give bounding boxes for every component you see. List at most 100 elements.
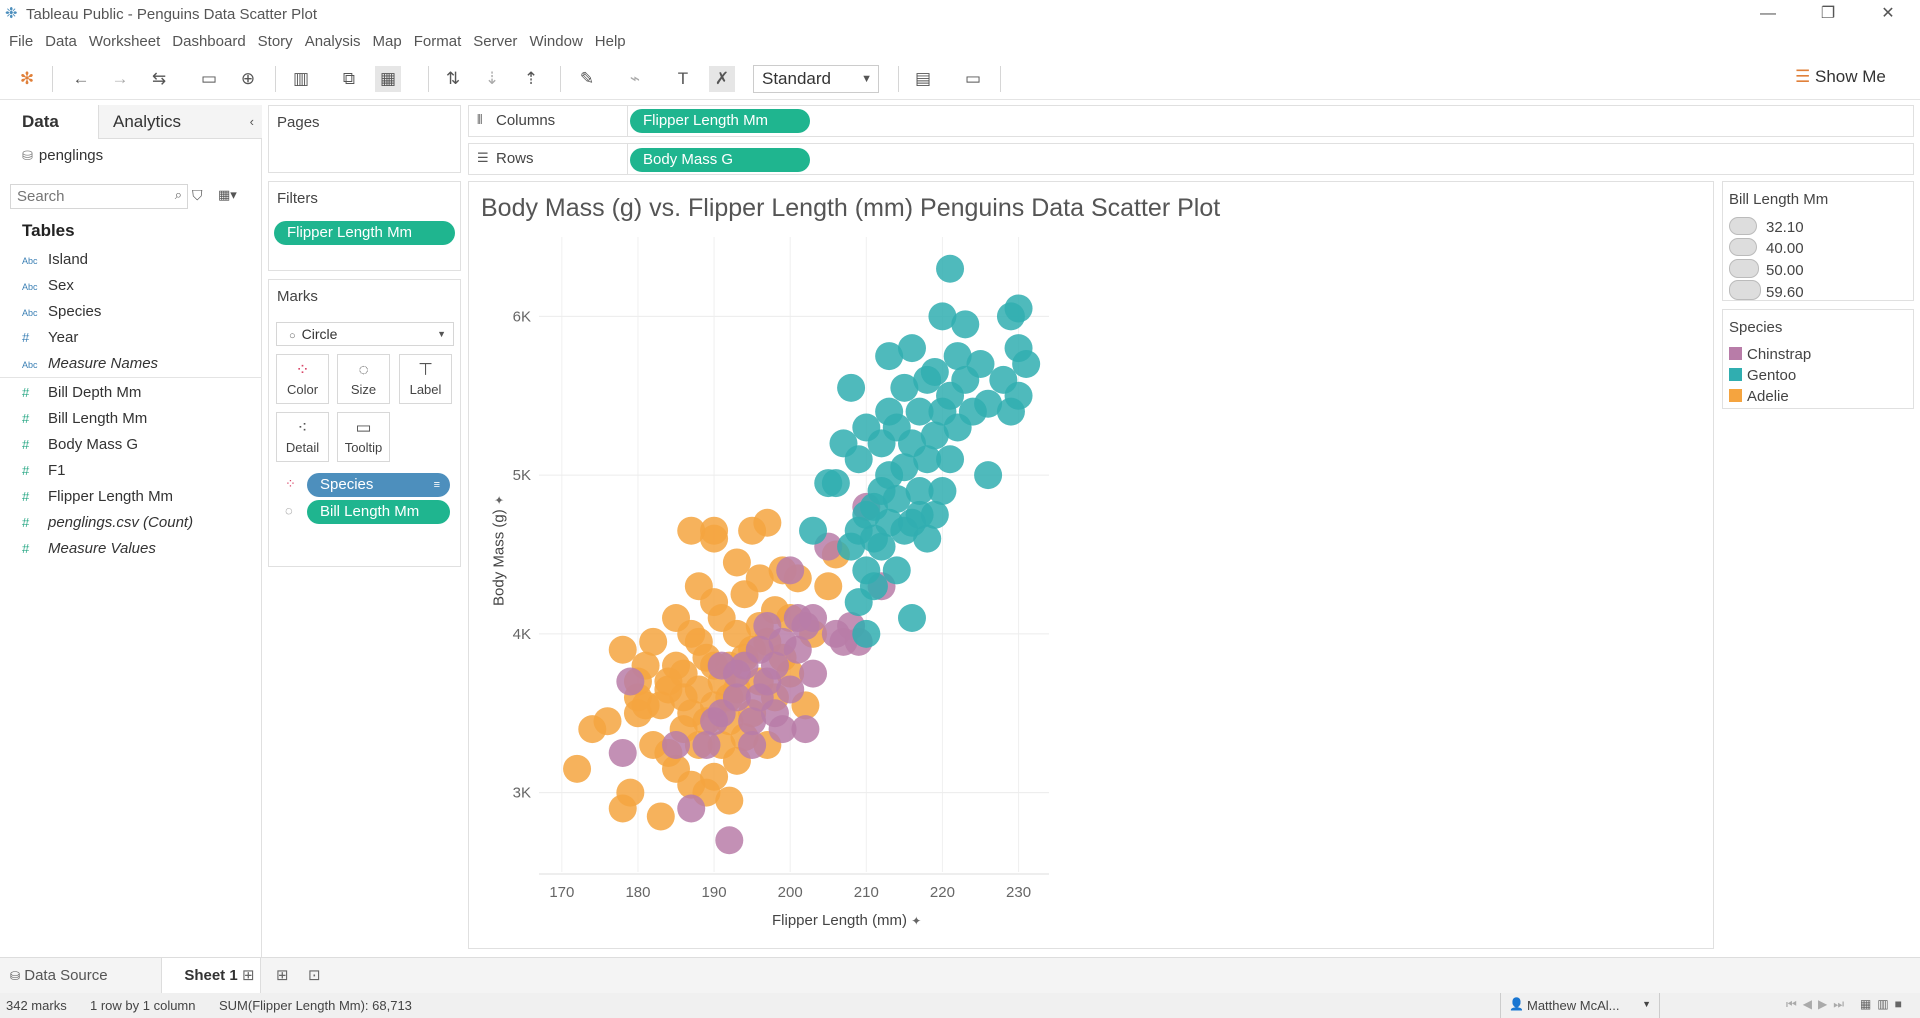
menu-format[interactable]: Format [413,33,462,50]
view-options-icon[interactable]: ▦▾ [218,187,237,202]
replay-icon[interactable]: ⇆ [151,69,167,88]
species-color-pill[interactable]: Species ≡ [307,473,450,497]
tab-data[interactable]: Data [22,112,59,131]
datasource-item[interactable]: ⛁ penglings [22,147,103,164]
legend-item-gentoo[interactable]: Gentoo [1729,367,1796,384]
point-gentoo [974,461,1003,490]
bill-length-size-pill[interactable]: Bill Length Mm [307,500,450,524]
rows-pill-body-mass[interactable]: Body Mass G [630,148,810,172]
point-adelie [684,627,713,656]
point-adelie [753,508,782,537]
collapse-icon[interactable]: ‹ [249,114,254,129]
search-input[interactable] [11,185,161,207]
filter-icon[interactable]: ⛉ [192,187,203,203]
tooltip-button[interactable]: ▭ Tooltip [337,412,390,462]
rows-shelf[interactable]: ☰ Rows Body Mass G [468,143,1914,175]
fit-select[interactable]: Standard ▼ [753,65,879,93]
menu-story[interactable]: Story [257,33,293,50]
show-cards-icon[interactable]: ▤ [914,69,932,88]
point-adelie [593,707,622,736]
tab-data-source[interactable]: ⛁ Data Source [10,967,108,984]
view-mode-icons[interactable]: ▦▥■ [1860,997,1908,1011]
menu-worksheet[interactable]: Worksheet [88,33,161,50]
point-gentoo [936,445,965,474]
field-bill-length[interactable]: # Bill Length Mm [22,410,147,427]
columns-pill-flipper-length[interactable]: Flipper Length Mm [630,109,810,133]
size-legend[interactable]: Bill Length Mm 32.10 40.00 50.00 59.60 [1722,181,1914,301]
duplicate-icon[interactable]: ⧉ [342,69,356,88]
user-icon: 👤 [1509,997,1524,1011]
color-button[interactable]: ⁘ Color [276,354,329,404]
sort-desc-icon[interactable]: ⇡ [523,69,539,88]
menu-map[interactable]: Map [372,33,402,50]
field-sex[interactable]: Abc Sex [22,277,74,294]
tab-sheet-1[interactable]: Sheet 1 [161,958,261,994]
string-type-icon: Abc [22,282,38,292]
field-label: Bill Length Mm [48,410,148,427]
sheet-tab-bar: ⛁ Data Source Sheet 1 ⊞ ⊞ ⊡ [0,957,1920,994]
filter-pill-flipper-length[interactable]: Flipper Length Mm [274,221,455,245]
label-button[interactable]: ⊤ Label [399,354,452,404]
redo-icon[interactable]: → [111,69,129,88]
size-button[interactable]: ◌ Size [337,354,390,404]
field-f1[interactable]: # F1 [22,462,66,479]
point-chinstrap [783,635,812,664]
tableau-home-icon[interactable]: ✻ [19,69,35,88]
field-year[interactable]: # Year [22,329,78,346]
field-flipper-length[interactable]: # Flipper Length Mm [22,488,173,505]
menu-window[interactable]: Window [529,33,583,50]
field-body-mass[interactable]: # Body Mass G [22,436,138,453]
new-datasource-icon[interactable]: ⊕ [240,69,256,88]
menu-help[interactable]: Help [594,33,626,50]
filters-shelf[interactable]: Filters Flipper Length Mm [268,181,461,271]
close-icon[interactable]: ✕ [1881,5,1895,22]
new-story-icon[interactable]: ⊡ [308,967,321,984]
new-worksheet-icon[interactable]: ▥ [292,69,310,88]
field-measure-names[interactable]: Abc Measure Names [22,355,158,372]
axis-ticks: 170 180 190 200 210 220 230 3K 4K 5K 6K [513,308,1049,901]
sort-asc-icon[interactable]: ⇣ [484,69,500,88]
species-legend[interactable]: Species Chinstrap Gentoo Adelie [1722,309,1914,409]
field-bill-depth[interactable]: # Bill Depth Mm [22,384,141,401]
legend-item-adelie[interactable]: Adelie [1729,388,1789,405]
chevron-down-icon: ▼ [437,329,446,339]
undo-icon[interactable]: ← [72,69,90,88]
presentation-icon[interactable]: ▭ [964,69,982,88]
labels-icon[interactable]: T [677,69,689,88]
columns-shelf[interactable]: ⫴ Columns Flipper Length Mm [468,105,1914,137]
y-axis-title[interactable]: Body Mass (g) ✦ [491,491,508,611]
user-menu[interactable]: 👤 Matthew McAl... ▼ [1500,993,1660,1018]
detail-button[interactable]: ⁖ Detail [276,412,329,462]
clear-sheet-icon[interactable]: ▦ [375,66,401,92]
pages-shelf[interactable]: Pages [268,105,461,173]
new-dashboard-icon[interactable]: ⊞ [276,967,289,984]
search-box[interactable]: ⌕ [10,184,188,209]
show-me-button[interactable]: ☰ Show Me [1795,67,1886,87]
mark-type-select[interactable]: ○ Circle ▼ [276,322,454,346]
scatter-chart[interactable]: 170 180 190 200 210 220 230 3K 4K 5K 6K [469,182,1715,950]
save-icon[interactable]: ▭ [200,69,218,88]
menu-dashboard[interactable]: Dashboard [172,33,246,50]
swap-icon[interactable]: ⇅ [445,69,461,88]
tab-analytics[interactable]: Analytics ‹ [98,105,262,139]
highlight-icon[interactable]: ✎ [579,69,595,88]
string-type-icon: Abc [22,308,38,318]
attach-icon[interactable]: ⌁ [629,69,641,88]
sheet-nav-icons[interactable]: ⏮◀▶⏭ [1786,997,1851,1011]
menu-file[interactable]: File [9,33,34,50]
menu-server[interactable]: Server [473,33,518,50]
window-title: Tableau Public - Penguins Data Scatter P… [26,6,317,23]
minimize-icon[interactable]: — [1760,5,1776,22]
fix-axes-icon[interactable]: ✗ [709,66,735,92]
restore-icon[interactable]: ❐ [1820,5,1836,22]
field-island[interactable]: Abc Island [22,251,88,268]
field-species[interactable]: Abc Species [22,303,101,320]
field-measure-values[interactable]: # Measure Values [22,540,156,557]
menu-data[interactable]: Data [45,33,77,50]
new-sheet-icon[interactable]: ⊞ [242,967,255,984]
field-count[interactable]: # penglings.csv (Count) [22,514,193,531]
legend-item-chinstrap[interactable]: Chinstrap [1729,346,1811,363]
status-marks: 342 marks [6,998,67,1013]
x-axis-title[interactable]: Flipper Length (mm) ✦ [772,912,921,929]
menu-analysis[interactable]: Analysis [304,33,361,50]
